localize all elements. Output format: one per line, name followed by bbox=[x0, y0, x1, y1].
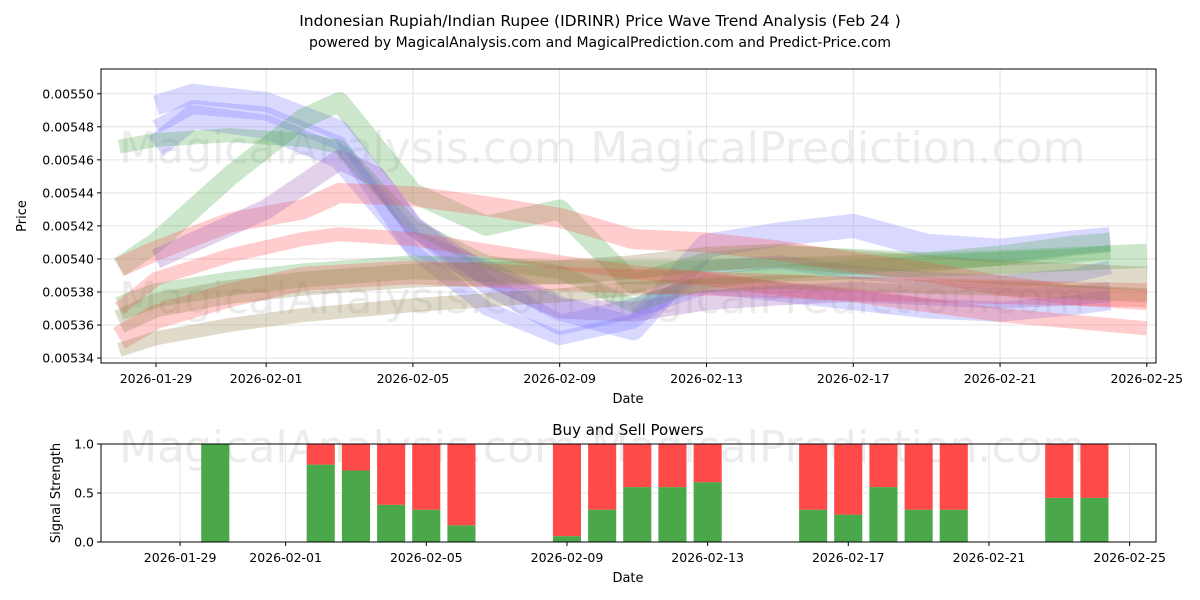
bottom-x-tick-label: 2026-02-17 bbox=[812, 550, 885, 565]
sell-bar-2026-02-20 bbox=[939, 444, 968, 510]
top-axes-frame bbox=[100, 68, 1157, 364]
top-y-tick-label: 0.00546 bbox=[42, 152, 94, 167]
bottom-y-tick-label: 0.0 bbox=[74, 535, 94, 550]
buy-bar-2026-02-23 bbox=[1045, 497, 1074, 542]
buy-bar-2026-01-30 bbox=[201, 444, 230, 542]
buy-bar-2026-02-13 bbox=[693, 482, 722, 542]
top-x-tick-label: 2026-02-01 bbox=[230, 371, 303, 386]
wave-line-red-wave-3 bbox=[113, 260, 1148, 349]
sell-bar-2026-02-02 bbox=[306, 444, 335, 465]
wave-line-olive-wave-1 bbox=[117, 275, 1148, 357]
sell-bar-2026-02-11 bbox=[623, 444, 652, 488]
sell-bar-2026-02-16 bbox=[799, 444, 828, 510]
sell-bar-2026-02-17 bbox=[834, 444, 863, 515]
top-y-tick-label: 0.00536 bbox=[42, 318, 94, 333]
top-y-axis-label: Price bbox=[15, 200, 30, 232]
top-y-tick-label: 0.00550 bbox=[42, 86, 94, 101]
sell-bar-2026-02-18 bbox=[869, 444, 898, 488]
buy-bar-2026-02-09 bbox=[552, 536, 581, 542]
wave-line-green-wave-3 bbox=[115, 243, 1148, 320]
wave-line-green-wave-1 bbox=[113, 92, 1111, 294]
top-x-tick-label: 2026-01-29 bbox=[120, 371, 193, 386]
bottom-x-tick-label: 2026-02-21 bbox=[953, 550, 1026, 565]
wave-line-green-wave-2 bbox=[118, 128, 1111, 313]
buy-bar-2026-02-16 bbox=[799, 509, 828, 542]
top-y-tick-label: 0.00548 bbox=[42, 119, 94, 134]
sell-bar-2026-02-19 bbox=[904, 444, 933, 510]
top-grid bbox=[101, 69, 1156, 363]
watermark-prediction-mid: MagicalPrediction.com bbox=[591, 273, 1086, 324]
buy-bar-2026-02-24 bbox=[1080, 497, 1109, 542]
top-x-axis-label: Date bbox=[612, 392, 643, 407]
top-x-tick-label: 2026-02-25 bbox=[1110, 371, 1183, 386]
top-y-tick-label: 0.00542 bbox=[42, 218, 94, 233]
top-y-ticks: 0.00534 0.00536 0.00538 0.00540 0.00542 0.005… bbox=[42, 86, 101, 366]
sell-bar-2026-02-10 bbox=[588, 444, 617, 510]
top-y-tick-label: 0.00544 bbox=[42, 185, 94, 200]
chart-subtitle: powered by MagicalAnalysis.com and Magic… bbox=[309, 35, 891, 51]
price-wave-panel: MagicalAnalysis.com MagicalPrediction.co… bbox=[15, 68, 1183, 407]
bottom-y-tick-label: 1.0 bbox=[74, 437, 94, 452]
signal-bars-group bbox=[201, 444, 1109, 542]
sell-bar-2026-02-05 bbox=[412, 444, 441, 510]
buy-bar-2026-02-17 bbox=[834, 514, 863, 542]
sell-bar-2026-02-06 bbox=[447, 444, 476, 526]
buy-bar-2026-02-19 bbox=[904, 509, 933, 542]
watermark-prediction-top: MagicalPrediction.com bbox=[591, 123, 1086, 174]
top-x-ticks: 2026-01-29 2026-02-01 2026-02-05 2026-02-09… bbox=[120, 363, 1183, 386]
bottom-x-tick-label: 2026-02-01 bbox=[249, 550, 322, 565]
buy-bar-2026-02-02 bbox=[306, 464, 335, 542]
top-y-tick-label: 0.00540 bbox=[42, 251, 94, 266]
sell-bar-2026-02-04 bbox=[377, 444, 406, 505]
top-x-tick-label: 2026-02-05 bbox=[377, 371, 450, 386]
top-x-tick-label: 2026-02-09 bbox=[523, 371, 596, 386]
chart-title: Indonesian Rupiah/Indian Rupee (IDRINR) … bbox=[299, 12, 901, 30]
wave-line-blue-wave-1 bbox=[153, 83, 1112, 335]
top-y-tick-label: 0.00538 bbox=[42, 284, 94, 299]
bottom-y-axis-label: Signal Strength bbox=[49, 443, 64, 543]
buy-bar-2026-02-03 bbox=[341, 470, 370, 542]
wave-line-blue-wave-2 bbox=[152, 100, 1112, 346]
bottom-chart-title: Buy and Sell Powers bbox=[552, 421, 704, 439]
wave-line-olive-wave-2 bbox=[114, 243, 1148, 333]
wave-line-red-wave-2 bbox=[114, 227, 1148, 336]
sell-bar-2026-02-24 bbox=[1080, 444, 1109, 498]
buy-bar-2026-02-10 bbox=[588, 509, 617, 542]
wave-line-red-wave-1 bbox=[115, 182, 1148, 311]
wave-line-blue-wave-3 bbox=[148, 104, 1112, 341]
bottom-x-tick-label: 2026-02-25 bbox=[1093, 550, 1166, 565]
sell-bar-2026-02-12 bbox=[658, 444, 687, 488]
buy-bar-2026-02-12 bbox=[658, 487, 687, 542]
bottom-x-tick-label: 2026-02-09 bbox=[531, 550, 604, 565]
watermark-analysis-mid: MagicalAnalysis.com bbox=[119, 273, 577, 324]
buy-bar-2026-02-11 bbox=[623, 487, 652, 542]
sell-bar-2026-02-23 bbox=[1045, 444, 1074, 498]
bottom-y-tick-label: 0.5 bbox=[74, 486, 94, 501]
bottom-x-tick-label: 2026-02-13 bbox=[671, 550, 744, 565]
buy-sell-panel: Buy and Sell Powers MagicalAnalysis.com … bbox=[49, 421, 1166, 586]
top-x-tick-label: 2026-02-21 bbox=[964, 371, 1037, 386]
buy-bar-2026-02-20 bbox=[939, 509, 968, 542]
top-x-tick-label: 2026-02-17 bbox=[817, 371, 890, 386]
wave-series-group bbox=[113, 83, 1148, 357]
sell-bar-2026-02-13 bbox=[693, 444, 722, 483]
bottom-y-ticks: 0.0 0.5 1.0 bbox=[74, 437, 101, 550]
watermark-analysis-top: MagicalAnalysis.com bbox=[119, 123, 577, 174]
buy-bar-2026-02-05 bbox=[412, 509, 441, 542]
top-y-tick-label: 0.00534 bbox=[42, 351, 94, 366]
wave-line-purple-wave-1 bbox=[151, 149, 1111, 322]
bottom-x-ticks: 2026-01-29 2026-02-01 2026-02-05 2026-02-09… bbox=[144, 542, 1166, 565]
bottom-x-tick-label: 2026-01-29 bbox=[144, 550, 217, 565]
buy-bar-2026-02-04 bbox=[377, 504, 406, 542]
sell-bar-2026-02-09 bbox=[552, 444, 581, 537]
top-x-tick-label: 2026-02-13 bbox=[670, 371, 743, 386]
bottom-x-tick-label: 2026-02-05 bbox=[390, 550, 463, 565]
buy-bar-2026-02-18 bbox=[869, 487, 898, 542]
buy-bar-2026-02-06 bbox=[447, 525, 476, 542]
sell-bar-2026-02-03 bbox=[341, 444, 370, 471]
bottom-x-axis-label: Date bbox=[612, 571, 643, 586]
